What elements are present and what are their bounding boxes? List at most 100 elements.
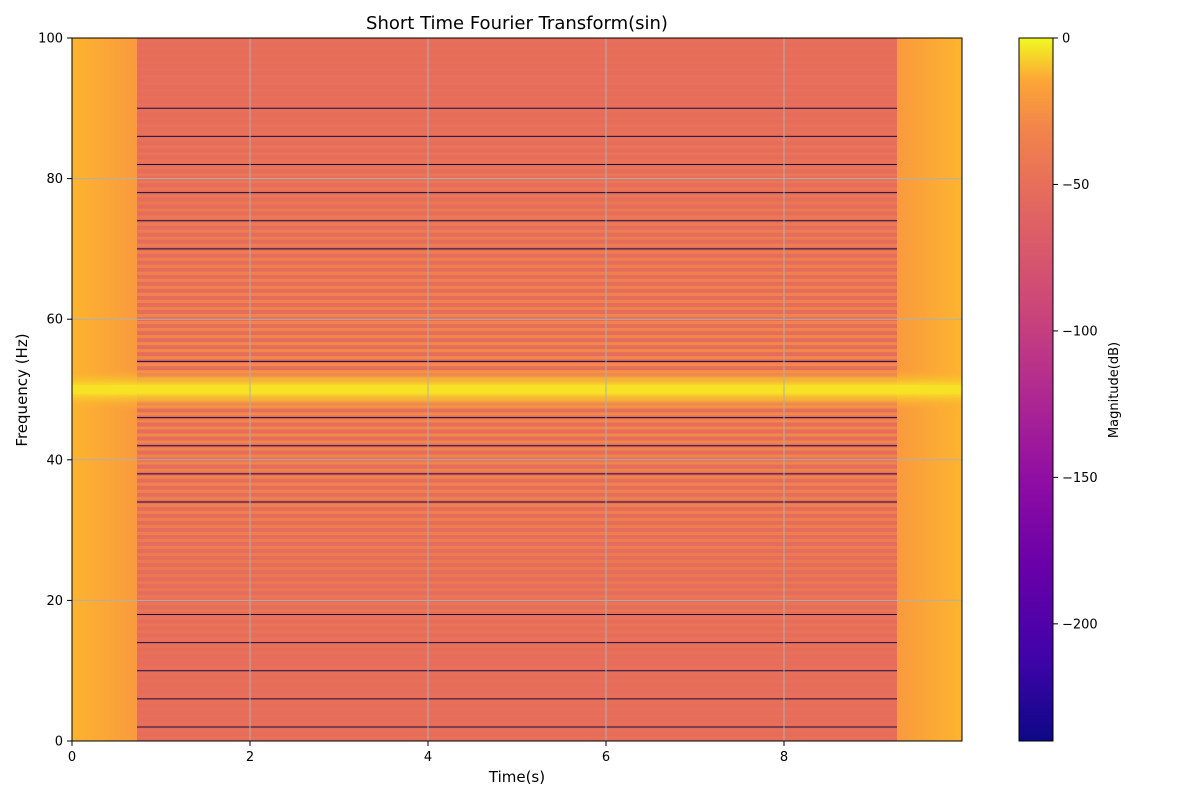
- spectral-stripe: [136, 595, 898, 599]
- spectral-stripe: [136, 538, 898, 543]
- x-axis-ticks: 0 2 4 6 8: [68, 741, 788, 765]
- spectral-stripe: [136, 567, 898, 571]
- spectral-stripe: [136, 503, 898, 507]
- spectral-stripe: [136, 152, 898, 156]
- spectral-stripe: [136, 88, 898, 93]
- x-tick-label: 2: [246, 750, 254, 765]
- spectral-stripe: [136, 363, 898, 367]
- spectral-stripe: [136, 426, 898, 430]
- spectral-stripe: [136, 531, 898, 536]
- spectral-stripe: [136, 159, 898, 163]
- spectral-stripe: [136, 299, 898, 304]
- spectral-stripe: [136, 208, 898, 212]
- colorbar-label: Magnitude(dB): [1107, 342, 1122, 438]
- spectral-stripe: [136, 475, 898, 479]
- spectral-stripe: [136, 510, 898, 514]
- spectral-stripe: [136, 602, 898, 606]
- colorbar-tick-label: 0: [1062, 32, 1070, 47]
- spectral-stripe: [136, 145, 898, 149]
- spectral-stripe: [136, 665, 898, 669]
- spectral-stripe: [136, 53, 898, 57]
- spectral-stripe: [136, 496, 898, 500]
- spectral-stripe: [136, 412, 898, 416]
- spectral-stripe: [136, 461, 898, 465]
- spectral-stripe: [136, 264, 898, 268]
- spectral-stripe: [136, 623, 898, 627]
- spectral-stripe: [136, 552, 898, 557]
- spectral-stripe: [136, 110, 898, 114]
- spectral-stripe: [136, 250, 898, 254]
- spectral-stripe: [136, 74, 898, 79]
- spectral-stripe: [136, 693, 898, 697]
- spectral-stripe: [136, 215, 898, 219]
- spectral-stripe: [136, 721, 898, 725]
- spectral-stripe: [136, 180, 898, 184]
- y-tick-label: 40: [46, 453, 63, 468]
- spectral-stripe: [136, 686, 898, 690]
- colorbar-tick-label: −50: [1062, 178, 1089, 193]
- spectral-stripe: [136, 292, 898, 297]
- chart-title: Short Time Fourier Transform(sin): [366, 13, 668, 34]
- y-axis-ticks: 0 20 40 60 80 100: [38, 32, 72, 750]
- spectral-stripe: [136, 81, 898, 86]
- spectral-stripe: [136, 39, 898, 43]
- colorbar-tick-label: −100: [1062, 324, 1098, 339]
- spectral-stripe: [136, 468, 898, 472]
- spectral-stripe: [136, 714, 898, 718]
- colorbar-tick-label: −150: [1062, 471, 1098, 486]
- spectral-stripe: [136, 545, 898, 550]
- spectral-stripe: [136, 306, 898, 311]
- x-tick-label: 8: [780, 750, 788, 765]
- spectral-stripe: [136, 644, 898, 648]
- spectral-stripe: [136, 482, 898, 486]
- spectral-stripe: [136, 138, 898, 142]
- spectral-stripe: [136, 201, 898, 205]
- spectral-stripe: [136, 454, 898, 458]
- spectral-stripe: [136, 630, 898, 634]
- spectral-stripe: [136, 271, 898, 275]
- spectral-stripe: [136, 735, 898, 739]
- spectral-stripe: [136, 447, 898, 451]
- spectral-stripe: [136, 419, 898, 423]
- spectrogram-heatmap: [72, 38, 962, 741]
- spectral-stripe: [136, 651, 898, 655]
- spectral-stripe: [136, 637, 898, 641]
- x-tick-label: 4: [424, 750, 432, 765]
- spectral-stripe: [136, 524, 898, 528]
- spectral-stripe: [136, 356, 898, 360]
- spectral-stripe: [136, 320, 898, 325]
- spectral-stripe: [136, 574, 898, 578]
- spectral-stripe: [136, 67, 898, 72]
- spectral-stripe: [136, 166, 898, 170]
- spectral-stripe: [136, 433, 898, 437]
- spectral-stripe: [136, 517, 898, 521]
- spectral-stripe: [136, 327, 898, 332]
- spectral-stripe: [136, 257, 898, 261]
- spectral-stripe: [136, 440, 898, 444]
- x-tick-label: 6: [602, 750, 610, 765]
- spectral-stripe: [136, 658, 898, 662]
- spectral-stripe: [136, 60, 898, 65]
- y-tick-label: 100: [38, 32, 63, 47]
- y-tick-label: 20: [46, 594, 63, 609]
- spectral-stripe: [136, 616, 898, 620]
- x-axis-label: Time(s): [488, 768, 545, 786]
- spectral-stripe: [136, 679, 898, 683]
- spectral-stripe: [136, 342, 898, 346]
- spectral-stripe: [136, 313, 898, 318]
- colorbar-ticks: 0 −50 −100 −150 −200: [1053, 32, 1098, 632]
- colorbar-tick-label: −200: [1062, 617, 1098, 632]
- y-tick-label: 80: [46, 172, 63, 187]
- signal-peak-core: [72, 385, 962, 394]
- spectral-stripe: [136, 243, 898, 247]
- spectral-stripe: [136, 173, 898, 177]
- spectral-stripe: [136, 95, 898, 100]
- spectral-stripe: [136, 187, 898, 191]
- spectral-stripe: [136, 335, 898, 339]
- spectral-stripe: [136, 672, 898, 676]
- spectral-stripe: [136, 131, 898, 135]
- spectral-stripe: [136, 700, 898, 704]
- spectral-stripe: [136, 581, 898, 585]
